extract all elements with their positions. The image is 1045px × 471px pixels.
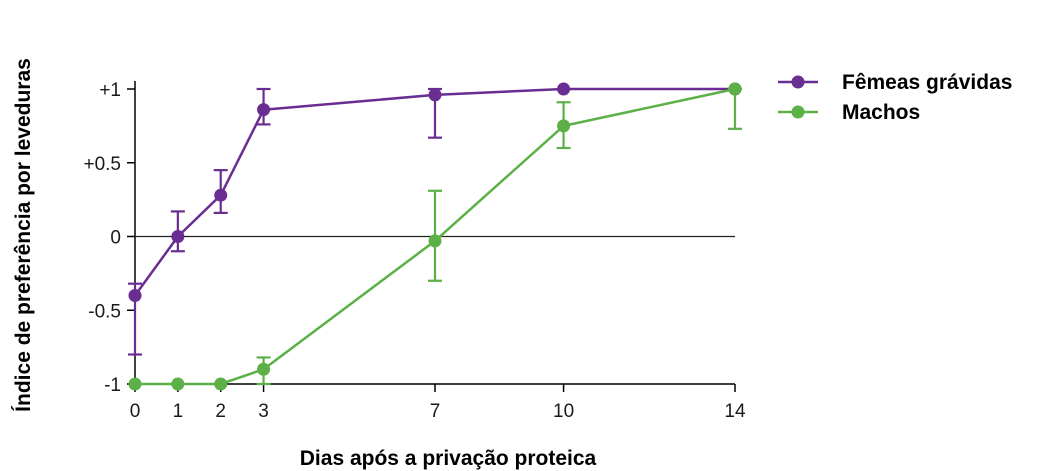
y-axis-title: Índice de preferência por leveduras: [12, 58, 35, 412]
legend-swatch-marker: [791, 75, 805, 89]
x-tick-label: 3: [258, 401, 269, 422]
data-point: [214, 188, 228, 202]
data-point: [171, 230, 185, 243]
data-point: [728, 82, 742, 96]
legend-label: Machos: [842, 101, 920, 124]
data-point: [557, 82, 571, 96]
legend-label: Fêmeas grávidas: [842, 71, 1012, 94]
x-axis-title: Dias após a privação proteica: [300, 447, 597, 470]
x-tick-label: 2: [215, 401, 226, 422]
data-point: [171, 377, 185, 391]
legend: Fêmeas grávidas Machos: [778, 71, 1012, 124]
y-tick-label: 0: [110, 228, 121, 249]
x-tick-label: 14: [724, 401, 746, 422]
plot-area: +1 +0.5 0 -0.5 -1 0 1 2 3 7 10 14: [83, 80, 746, 422]
y-tick-label: +0.5: [83, 154, 121, 175]
data-point: [557, 119, 571, 133]
data-point: [428, 88, 442, 102]
data-point: [257, 362, 271, 376]
x-tick-label: 7: [430, 401, 441, 422]
y-tick-label: +1: [99, 80, 121, 101]
data-point: [214, 377, 228, 391]
legend-swatch-marker: [791, 105, 805, 119]
x-tick-label: 0: [130, 401, 141, 422]
x-tick-label: 1: [173, 401, 184, 422]
data-point: [128, 289, 142, 302]
data-point: [128, 377, 142, 391]
data-point: [428, 234, 442, 248]
y-tick-label: -1: [104, 375, 121, 396]
x-tick-label: 10: [553, 401, 574, 422]
data-point: [257, 103, 271, 117]
y-tick-label: -0.5: [88, 301, 121, 322]
